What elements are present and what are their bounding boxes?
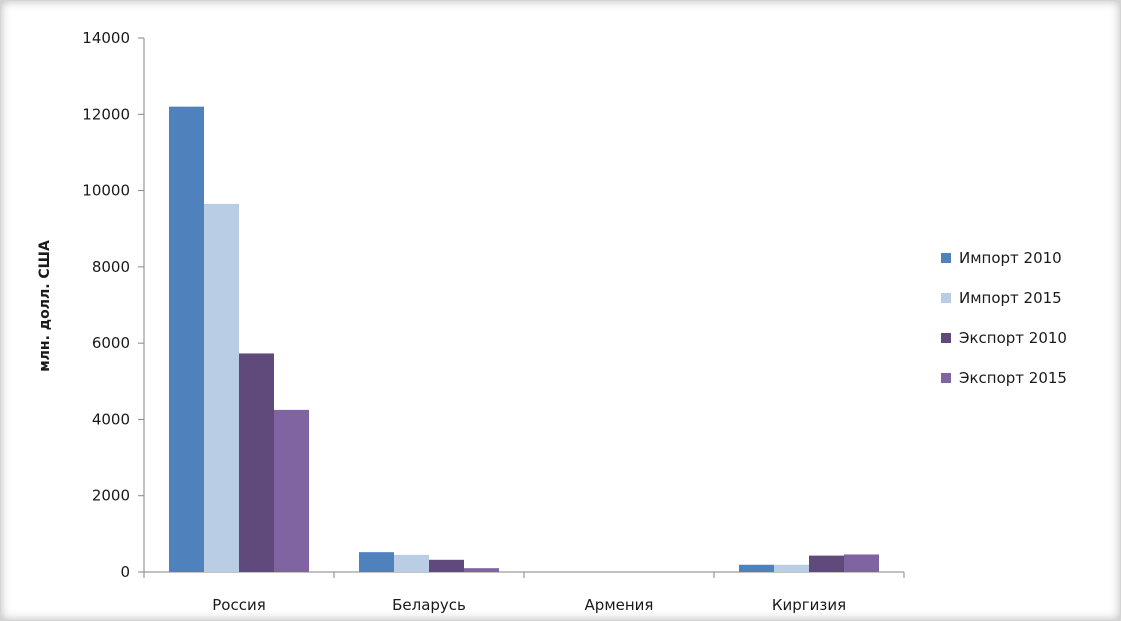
x-axis: Россия Беларусь Армения Киргизия [143,571,905,614]
y-tick-label: 8000 [92,258,130,276]
y-axis: 0 2000 4000 6000 8000 10000 12000 14000 [82,29,145,581]
bar-4-2 [774,564,809,572]
y-tick-label: 10000 [82,182,130,200]
bar-4-3 [809,555,844,572]
y-tick-label: 2000 [92,487,130,505]
bars [169,106,879,573]
legend-swatch [941,253,951,263]
bar-2-2 [394,554,429,572]
legend-swatch [941,333,951,343]
legend: Импорт 2010 Импорт 2015 Экспорт 2010 Экспор… [941,249,1067,387]
bar-4-1 [739,564,774,572]
bar-1-3 [239,353,274,572]
y-axis-label: млн. долл. США [37,240,53,372]
y-tick-label: 6000 [92,334,130,352]
legend-entry: Импорт 2010 [959,249,1062,267]
legend-entry: Экспорт 2010 [959,329,1067,347]
bar-4-4 [844,554,879,572]
y-tick-label: 14000 [82,29,130,47]
y-tick-label: 12000 [82,105,130,123]
bar-1-2 [204,203,239,572]
legend-entry: Импорт 2015 [959,289,1062,307]
x-tick-label: Армения [585,596,654,614]
bar-2-4 [464,568,499,572]
bar-2-3 [429,559,464,572]
x-tick-label: Беларусь [392,596,466,614]
legend-swatch [941,293,951,303]
bar-1-4 [274,409,309,572]
y-tick-label: 4000 [92,410,130,428]
legend-entry: Экспорт 2015 [959,369,1067,387]
x-tick-label: Киргизия [772,596,846,614]
x-tick-label: Россия [212,596,266,614]
bar-1-1 [169,106,204,573]
bar-2-1 [359,552,394,572]
y-tick-label: 0 [120,563,130,581]
legend-swatch [941,373,951,383]
